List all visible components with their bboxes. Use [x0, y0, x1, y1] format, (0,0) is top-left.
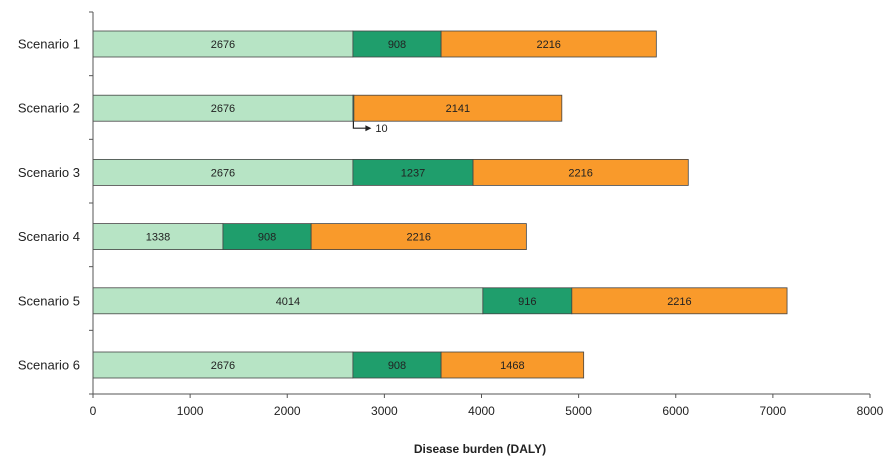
- plot-area: 2676 908 2216 2676 2141 2676 1237 2216 1338 908 22…: [92, 30, 788, 379]
- category-label: Scenario 5: [18, 293, 80, 308]
- bar-segment-label: 2216: [568, 167, 592, 179]
- bar-segment: [92, 158, 354, 186]
- annotation-arrow: [352, 121, 368, 129]
- bar-segment: [92, 30, 354, 58]
- x-tick-label: 6000: [662, 404, 689, 418]
- bar-segment-label: 908: [258, 232, 276, 244]
- bar-segment-label: 1338: [146, 232, 170, 244]
- bar-segment: [222, 223, 312, 251]
- annotation-label: 10: [375, 123, 387, 135]
- category-label: Scenario 6: [18, 358, 80, 373]
- bar-segment-label: 2676: [211, 360, 235, 372]
- bar-segment-label: 1237: [401, 167, 425, 179]
- x-tick-label: 1000: [177, 404, 204, 418]
- x-tick-label: 7000: [760, 404, 787, 418]
- bar-segment-label: 2216: [667, 296, 691, 308]
- bar-segment-label: 908: [388, 360, 406, 372]
- bar-segment: [92, 223, 224, 251]
- x-tick-label: 8000: [857, 404, 884, 418]
- bar-segment: [571, 287, 788, 315]
- x-tick-label: 3000: [371, 404, 398, 418]
- bar-segment: [440, 351, 585, 379]
- x-tick-label: 2000: [274, 404, 301, 418]
- bar-segment-label: 2676: [211, 39, 235, 51]
- x-tick-label: 4000: [468, 404, 495, 418]
- category-label: Scenario 2: [18, 101, 80, 116]
- x-tick-label: 5000: [565, 404, 592, 418]
- bar-segment: [92, 287, 484, 315]
- category-label: Scenario 3: [18, 165, 80, 180]
- axes: Scenario 1 Scenario 2 Scenario 3 Scenario 4…: [18, 11, 884, 418]
- bar-segment-label: 2676: [211, 167, 235, 179]
- bar-segment-label: 1468: [500, 360, 524, 372]
- bar-segment: [482, 287, 573, 315]
- x-tick-label: 0: [90, 404, 97, 418]
- bar-segment-label: 4014: [276, 296, 300, 308]
- bar-segment: [310, 223, 527, 251]
- category-label: Scenario 1: [18, 37, 80, 52]
- bar-segment: [472, 158, 689, 186]
- bar-segment-label: 2216: [407, 232, 431, 244]
- bar-segment: [352, 30, 442, 58]
- bar-segment: [353, 94, 563, 122]
- x-axis-title: Disease burden (DALY): [414, 442, 546, 456]
- bar-segment-label: 908: [388, 39, 406, 51]
- bar-segment-label: 2216: [536, 39, 560, 51]
- annotation-arrowhead: [365, 125, 372, 132]
- bar-segment-label: 916: [518, 296, 536, 308]
- category-label: Scenario 4: [18, 229, 80, 244]
- bar-segment: [92, 351, 354, 379]
- bar-segment: [440, 30, 657, 58]
- bar-segment-label: 2141: [446, 103, 470, 115]
- bar-segment-label: 2676: [211, 103, 235, 115]
- bar-segment: [352, 158, 474, 186]
